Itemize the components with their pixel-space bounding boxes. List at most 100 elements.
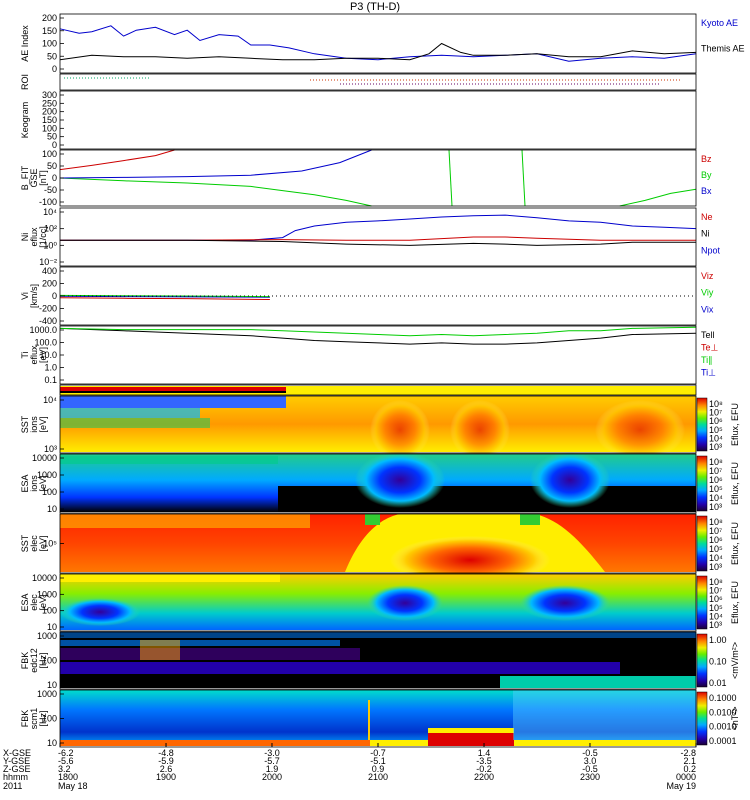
fbk2-bottom-orange [60, 740, 370, 746]
xtick-1-1: -5.9 [158, 756, 174, 766]
xtick-6-0: -2.8 [680, 748, 696, 758]
colorbar-fbk1 [696, 633, 708, 688]
plot-title: P3 (TH-D) [350, 1, 400, 13]
ylabel-esa2-2: [eV] [38, 594, 48, 610]
ylabel-ni-2: [1/cc] [38, 226, 48, 248]
sst-ion-green-band [60, 418, 210, 428]
ytick-ti-0: 1000.0 [29, 325, 57, 335]
cbtick-sst1-4: 10⁴ [709, 433, 723, 443]
ylabel-fbk1-1: edc12 [29, 648, 39, 673]
panel-vi [59, 267, 696, 325]
fbk1-cyan-right [500, 676, 696, 688]
by-spike-left [448, 149, 453, 207]
ytick-esa1-1: 1000 [37, 470, 57, 480]
xtick-0-0: -6.2 [58, 748, 74, 758]
cbtick-esa1-2: 10⁶ [709, 475, 723, 485]
series-npot [60, 214, 697, 241]
ytick-ni-3: 10⁻² [39, 257, 57, 267]
xtick-4-3: 2200 [474, 772, 494, 782]
fbk1-yellow-streaks [140, 640, 180, 660]
xtick-3-3: 2100 [368, 772, 388, 782]
cbtitle-sst1: Eflux, EFU [730, 403, 740, 446]
xtick-2-1: -5.7 [264, 756, 280, 766]
ylabel-sst2-1: elec [29, 535, 39, 552]
cbtick-esa2-4: 10⁴ [709, 611, 723, 621]
ytick-vi-0: 400 [42, 266, 57, 276]
xtick-5-1: 3.0 [584, 756, 597, 766]
xtick-1-0: -4.8 [158, 748, 174, 758]
esa-elec-blue-right [520, 585, 610, 621]
panel-frame [59, 395, 697, 454]
ylabel-esa1-2: [eV] [38, 475, 48, 491]
ytick-bfit-4: -100 [39, 197, 57, 207]
xtick-5-3: 2300 [580, 772, 600, 782]
cbtick-sst1-2: 10⁶ [709, 416, 723, 426]
ytick-vi-2: 0 [52, 291, 57, 301]
cbtick-fbk1-0: 1.00 [709, 635, 727, 645]
colorbar-sst2 [696, 515, 708, 572]
xtick-6-1: 2.1 [683, 756, 696, 766]
xtick-0-1: -5.6 [58, 756, 74, 766]
colorbar-sst1 [696, 397, 708, 452]
ytick-ti-3: 1.0 [44, 363, 57, 373]
series-kyotoae [59, 25, 697, 62]
colorbar-esa1 [696, 455, 708, 512]
cbtick-sst2-3: 10⁵ [709, 544, 723, 554]
legend-vi-0: Viz [701, 271, 714, 281]
ytick-keogram-6: 0 [52, 140, 57, 150]
panel-background [60, 14, 696, 73]
by-spike-right [521, 149, 526, 207]
ylabel-bfit-2: [nT] [38, 170, 48, 186]
xtick-5-0: -0.5 [582, 748, 598, 758]
panel-frame [59, 384, 697, 396]
esa-elec-blue-mid [367, 585, 443, 621]
ytick-fbk2-2: 10 [47, 738, 57, 748]
cbtick-fbk1-2: 0.01 [709, 678, 727, 688]
flag-bar-red [60, 387, 286, 391]
ytick-esa2-0: 10000 [32, 573, 57, 583]
legend-bfit-1: By [701, 170, 712, 180]
xtick-4-1: -3.5 [476, 756, 492, 766]
xrow-label-2: Z-GSE [3, 764, 31, 774]
cbtitle-fbk2: <nT²> [730, 706, 740, 730]
fbk1-violet-band [60, 648, 360, 660]
ytick-ae-3: 50 [47, 51, 57, 61]
series-by [59, 177, 372, 207]
sst-ion-hot-right [595, 400, 685, 460]
ylabel-ae-0: AE Index [20, 25, 30, 62]
cbtick-sst2-2: 10⁶ [709, 535, 723, 545]
panel-background [60, 74, 696, 90]
ytick-keogram-5: 50 [47, 132, 57, 142]
cbtick-sst2-5: 10³ [709, 562, 722, 572]
legend-ti-1: Te⊥ [701, 343, 719, 353]
ytick-ni-1: 10² [44, 224, 57, 234]
ytick-ae-2: 100 [42, 39, 57, 49]
xtick-0-2: 3.2 [58, 764, 71, 774]
legend-ni-1: Ni [701, 229, 710, 239]
ylabel-ni-1: eflux [29, 227, 39, 247]
legend-ni-2: Npot [701, 245, 721, 255]
fbk2-line-spike [368, 700, 370, 740]
cbtick-fbk2-2: 0.0010 [709, 722, 737, 732]
ytick-esa2-3: 10 [47, 622, 57, 632]
ylabel-fbk2-1: scm1 [29, 708, 39, 730]
fbk1-top-band [60, 632, 696, 638]
esa-ion-noise-right [530, 452, 610, 508]
xtick-0-4: May 18 [58, 781, 88, 791]
xtick-3-2: 0.9 [372, 764, 385, 774]
sst-elec-green-patch-right [520, 514, 540, 525]
ylabel-ni-0: Ni [20, 233, 30, 242]
ylabel-fbk1-0: FBK [20, 652, 30, 670]
cbtick-sst2-4: 10⁴ [709, 553, 723, 563]
cbtick-esa1-0: 10⁸ [709, 457, 723, 467]
legend-ti-3: Ti⊥ [701, 368, 716, 378]
series-ne [60, 236, 696, 241]
ytick-sst1-1: 10³ [44, 444, 57, 454]
esa-ion-green-band [60, 456, 278, 464]
ytick-bfit-3: -50 [44, 185, 57, 195]
fbk2-background [60, 690, 696, 746]
ylabel-keogram-0: Keogram [20, 102, 30, 139]
cbtick-sst2-1: 10⁷ [709, 526, 722, 536]
ytick-vi-4: -400 [39, 316, 57, 326]
panel-roi [60, 74, 696, 90]
